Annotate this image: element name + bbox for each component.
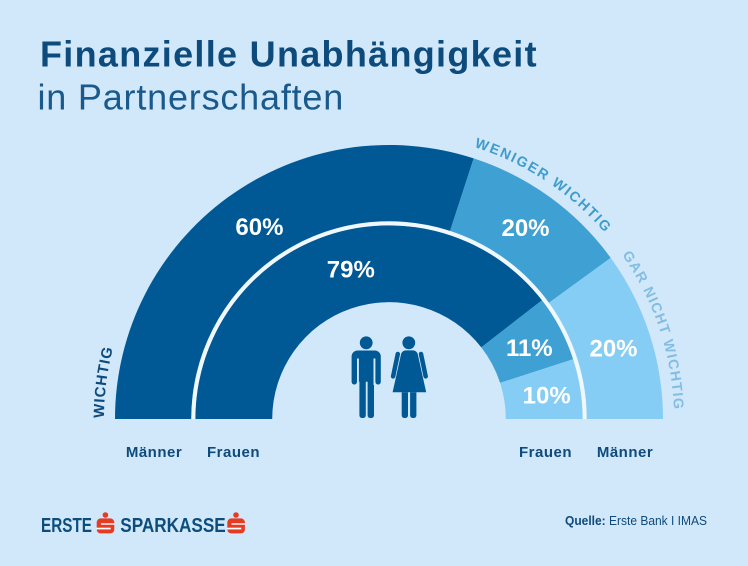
svg-text:20%: 20% bbox=[501, 215, 549, 242]
svg-text:10%: 10% bbox=[523, 382, 571, 409]
svg-text:Frauen: Frauen bbox=[519, 444, 572, 461]
svg-text:20%: 20% bbox=[589, 336, 637, 363]
svg-text:Finanzielle Unabhängigkeit: Finanzielle Unabhängigkeit bbox=[40, 34, 538, 75]
svg-text:Männer: Männer bbox=[597, 444, 653, 461]
svg-text:79%: 79% bbox=[327, 256, 375, 283]
svg-text:60%: 60% bbox=[235, 214, 283, 241]
svg-text:in Partnerschaften: in Partnerschaften bbox=[38, 76, 345, 117]
svg-text:ERSTE: ERSTE bbox=[41, 515, 92, 537]
svg-text:Frauen: Frauen bbox=[207, 444, 260, 461]
svg-text:11%: 11% bbox=[506, 335, 553, 362]
svg-text:Männer: Männer bbox=[126, 444, 182, 461]
svg-text:SPARKASSE: SPARKASSE bbox=[120, 515, 225, 537]
svg-text:Quelle: Erste Bank I IMAS: Quelle: Erste Bank I IMAS bbox=[565, 514, 707, 528]
